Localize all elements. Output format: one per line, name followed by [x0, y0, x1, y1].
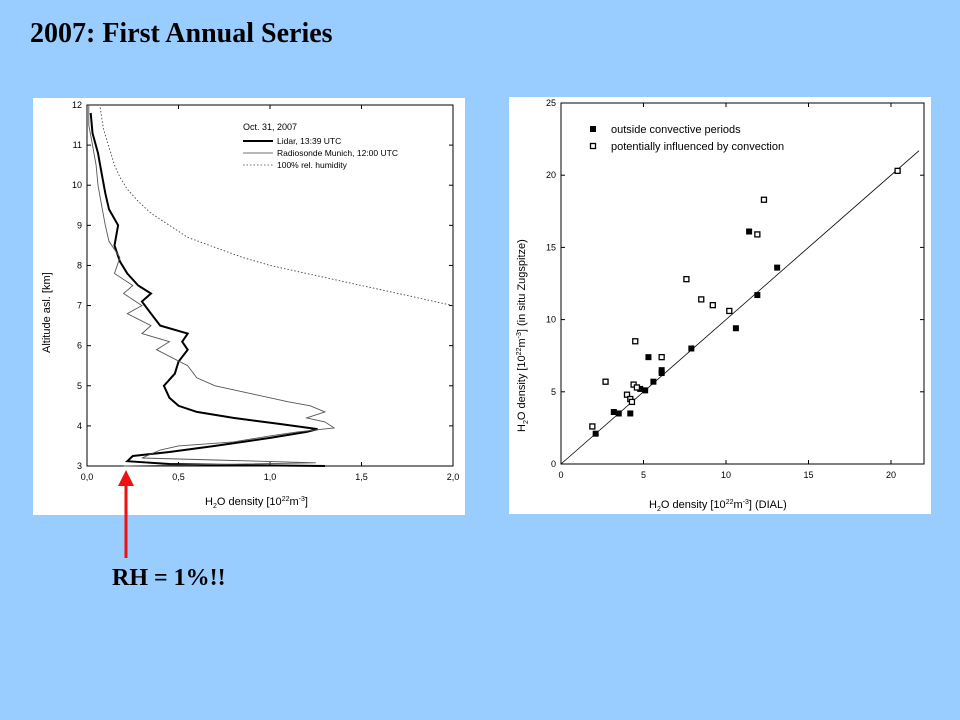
- y-tick-label: 10: [546, 315, 556, 325]
- y-tick-label: 12: [72, 100, 82, 110]
- x-axis-label: H2O density [1022m-3]: [205, 496, 308, 510]
- arrow-head: [118, 470, 134, 486]
- y-tick-label: 15: [546, 242, 556, 252]
- point-filled: [637, 385, 644, 392]
- plot-frame: [86, 104, 454, 467]
- x-tick-label: 5: [641, 470, 646, 480]
- point-open: [632, 338, 639, 345]
- legend-label-humidity: 100% rel. humidity: [277, 160, 348, 170]
- point-open: [633, 384, 641, 391]
- x-tick-label: 1,0: [264, 472, 277, 482]
- point-filled: [774, 264, 781, 271]
- plot-area: 0 5 10 15 20 0 5 10 15 20 25: [546, 98, 925, 480]
- y-tick-label: 0: [551, 459, 556, 469]
- point-filled: [592, 430, 599, 437]
- legend-label-convection: potentially influenced by convection: [611, 141, 784, 153]
- dial-vs-insitu-chart: 0 5 10 15 20 0 5 10 15 20 25 outside convective pe…: [516, 98, 925, 513]
- point-filled: [688, 345, 695, 352]
- point-filled: [645, 354, 652, 361]
- point-open: [683, 276, 690, 283]
- point-open: [602, 378, 609, 385]
- altitude-profile-chart: 0,0 0,5 1,0 1,5 2,0 3 4 5 6 7 8 9 10 11 12 Oct. 31, 20…: [41, 100, 459, 510]
- x-tick-label: 10: [721, 470, 731, 480]
- point-open: [623, 391, 631, 398]
- point-filled: [627, 410, 634, 417]
- point-open: [589, 423, 596, 430]
- point-open: [760, 196, 768, 203]
- point-filled: [610, 409, 617, 416]
- point-open: [698, 296, 705, 303]
- y-tick-label: 7: [77, 301, 82, 311]
- legend-label-lidar: Lidar, 13:39 UTC: [277, 136, 341, 146]
- point-open: [628, 398, 636, 406]
- x-tick-label: 20: [886, 470, 896, 480]
- x-tick-label: 0,5: [172, 472, 185, 482]
- point-open: [754, 231, 761, 238]
- series-line-0: [89, 112, 325, 467]
- rh-annotation: RH = 1%!!: [112, 565, 226, 591]
- y-tick-label: 6: [77, 341, 82, 351]
- y-tick-label: 20: [546, 170, 556, 180]
- profile-chart-panel: 0,0 0,5 1,0 1,5 2,0 3 4 5 6 7 8 9 10 11 12 Oct. 31, 20…: [33, 98, 465, 515]
- point-filled: [746, 228, 753, 235]
- point-open: [894, 167, 901, 175]
- point-filled: [615, 410, 622, 417]
- y-tick-label: 11: [73, 140, 82, 150]
- point-filled: [658, 370, 665, 377]
- y-tick-label: 5: [77, 381, 82, 391]
- point-open: [726, 307, 733, 315]
- legend: outside convective periods potentially i…: [589, 124, 784, 153]
- y-tick-label: 25: [546, 98, 556, 108]
- point-open: [658, 353, 665, 361]
- y-tick-label: 10: [72, 180, 82, 190]
- y-tick-label: 3: [77, 461, 82, 471]
- x-tick-label: 0: [558, 470, 563, 480]
- x-axis-label: H2O density [1022m-3] (DIAL): [649, 499, 787, 513]
- y-axis-label: H2O density [1022m-3] (in situ Zugspitze…: [516, 239, 530, 432]
- x-tick-label: 0,0: [81, 472, 94, 482]
- legend-date: Oct. 31, 2007: [243, 122, 297, 132]
- series-line-1: [88, 105, 336, 467]
- x-tick-label: 15: [803, 470, 813, 480]
- x-tick-label: 1,5: [355, 472, 368, 482]
- point-filled: [754, 292, 761, 299]
- y-tick-label: 8: [77, 260, 82, 270]
- point-filled: [650, 378, 657, 385]
- point-filled: [642, 387, 649, 394]
- legend-label-outside-convective: outside convective periods: [611, 124, 741, 136]
- one-to-one-line: [560, 150, 920, 465]
- point-open: [709, 302, 716, 309]
- arrow-up-icon: [118, 470, 134, 558]
- y-tick-label: 5: [551, 387, 556, 397]
- legend-marker-filled: [590, 126, 596, 132]
- slide-title: 2007: First Annual Series: [30, 18, 333, 49]
- legend-marker-open: [589, 142, 597, 150]
- legend: Oct. 31, 2007 Lidar, 13:39 UTC Radiosond…: [243, 122, 398, 170]
- plot-area: 0,0 0,5 1,0 1,5 2,0 3 4 5 6 7 8 9 10 11 12: [72, 100, 459, 482]
- y-axis-label: Altitude asl. [km]: [41, 272, 53, 353]
- y-tick-label: 4: [77, 421, 82, 431]
- plot-frame: [560, 102, 925, 465]
- point-filled: [732, 325, 739, 332]
- x-tick-label: 2,0: [447, 472, 460, 482]
- scatter-chart-panel: 0 5 10 15 20 0 5 10 15 20 25 outside convective pe…: [509, 97, 931, 514]
- legend-label-radiosonde: Radiosonde Munich, 12:00 UTC: [277, 148, 398, 158]
- y-tick-label: 9: [77, 220, 82, 230]
